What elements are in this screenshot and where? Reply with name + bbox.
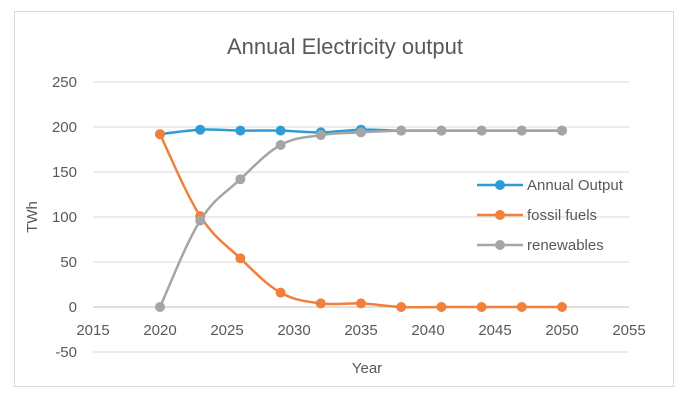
series-renewables [155, 125, 567, 312]
x-tick-labels: 2015 2020 2025 2030 2035 2040 2045 2050 2055 [76, 322, 645, 339]
data-point [235, 253, 246, 264]
data-point [356, 298, 366, 309]
data-point [557, 302, 567, 312]
data-point [476, 125, 487, 136]
y-tick-label: -50 [55, 344, 77, 361]
legend-entry: fossil fuels [477, 207, 597, 224]
data-point [235, 125, 246, 136]
chart-frame: Annual Electricity output -50 0 50 100 150 20… [14, 11, 674, 387]
legend-entry: renewables [477, 237, 604, 254]
x-tick-label: 2025 [210, 322, 243, 339]
data-point [155, 129, 165, 140]
data-point [396, 125, 407, 136]
data-point [275, 287, 286, 298]
chart-title: Annual Electricity output [227, 34, 463, 59]
legend-label: fossil fuels [527, 207, 597, 224]
y-tick-label: 250 [52, 74, 77, 91]
y-tick-label: 200 [52, 119, 77, 136]
data-point [195, 215, 206, 226]
x-tick-label: 2020 [143, 322, 176, 339]
y-tick-label: 0 [69, 299, 77, 316]
series-fossil-fuels [155, 129, 567, 312]
data-point [235, 174, 246, 185]
x-axis-label: Year [352, 360, 382, 377]
data-point [155, 302, 165, 312]
y-tick-label: 100 [52, 209, 77, 226]
data-point [516, 125, 527, 136]
x-tick-label: 2055 [612, 322, 645, 339]
x-tick-label: 2030 [277, 322, 310, 339]
legend-label: renewables [527, 237, 604, 254]
data-point [195, 124, 206, 135]
x-tick-label: 2015 [76, 322, 109, 339]
series-layer [155, 124, 567, 312]
data-point [436, 302, 447, 312]
data-point [356, 127, 366, 138]
data-point [396, 302, 407, 312]
data-point [315, 298, 326, 309]
data-point [315, 130, 326, 141]
data-point [516, 302, 527, 312]
legend-marker [495, 240, 505, 250]
data-point [557, 125, 567, 136]
x-tick-label: 2050 [545, 322, 578, 339]
y-axis-label: TWh [24, 201, 41, 233]
y-tick-label: 50 [60, 254, 77, 271]
data-point [436, 125, 447, 136]
data-point [275, 125, 286, 136]
x-tick-label: 2045 [478, 322, 511, 339]
data-point [275, 140, 286, 150]
legend-entry: Annual Output [477, 177, 624, 194]
data-point [476, 302, 487, 312]
legend-marker [495, 210, 505, 220]
line-chart: Annual Electricity output -50 0 50 100 150 20… [24, 34, 646, 377]
x-tick-label: 2040 [411, 322, 444, 339]
legend-marker [495, 180, 505, 190]
series-line [158, 133, 562, 309]
x-tick-label: 2035 [344, 322, 377, 339]
legend-label: Annual Output [527, 177, 624, 194]
y-tick-labels: -50 0 50 100 150 200 250 [52, 74, 77, 361]
legend: Annual Output fossil fuels renewables [477, 177, 624, 254]
y-tick-label: 150 [52, 164, 77, 181]
